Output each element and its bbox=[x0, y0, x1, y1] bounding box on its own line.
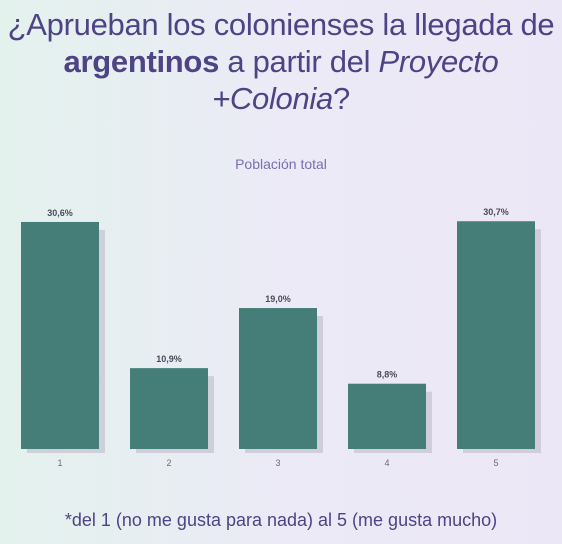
value-label-5: 30,7% bbox=[483, 207, 509, 217]
title-text-bold: argentinos bbox=[63, 44, 220, 79]
x-tick-label-2: 2 bbox=[166, 458, 171, 468]
chart-subtitle: Población total bbox=[235, 156, 327, 172]
bar-4 bbox=[348, 383, 426, 449]
value-label-3: 19,0% bbox=[265, 294, 291, 304]
title-text-part3: ? bbox=[332, 81, 350, 116]
bar-chart: Población total 30,6%110,9%219,0%38,8%43… bbox=[21, 156, 541, 468]
value-label-2: 10,9% bbox=[156, 354, 182, 364]
bar-3 bbox=[239, 308, 317, 449]
footnote: *del 1 (no me gusta para nada) al 5 (me … bbox=[64, 510, 498, 530]
bar-1 bbox=[21, 221, 99, 449]
value-label-4: 8,8% bbox=[377, 370, 398, 380]
title-text-italic: Proyecto +Colonia bbox=[212, 44, 499, 116]
bars-group: 30,6% 1 10,9% 2 19,0% 3 8,8% 4 30,7% 5 bbox=[21, 207, 541, 468]
x-tick-label-3: 3 bbox=[275, 458, 280, 468]
x-tick-label-4: 4 bbox=[384, 458, 389, 468]
bar-2 bbox=[130, 368, 208, 449]
chart-area: Población total 30,6% 1 10,9% 2 19,0% 3 8,8% 4 3… bbox=[0, 145, 562, 475]
bar-5 bbox=[457, 221, 535, 449]
chart-title: ¿Aprueban los colonienses la llegada de … bbox=[0, 6, 562, 117]
title-text-part1: ¿Aprueban los colonienses la llegada de bbox=[7, 7, 555, 42]
x-tick-label-1: 1 bbox=[57, 458, 62, 468]
value-label-1: 30,6% bbox=[47, 208, 73, 218]
x-tick-label-5: 5 bbox=[493, 458, 498, 468]
title-text-part2: a partir del bbox=[219, 44, 379, 79]
